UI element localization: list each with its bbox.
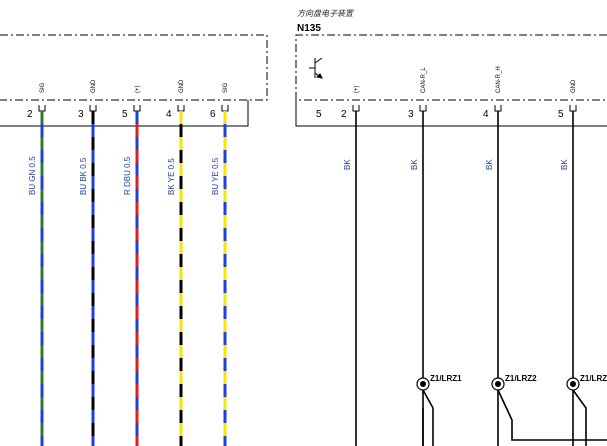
pin-number: 4 [166,109,172,120]
wire-label: BU GN 0.5 [28,156,37,195]
route-line [572,389,587,446]
pin-function-label: SIG [223,82,229,93]
pin-terminal [89,105,97,112]
connector-node [566,377,580,391]
wire-label: BU YE 0.5 [211,157,220,195]
n135-extra-pin: 5 [316,109,322,120]
wire-label: R DBU 0.5 [123,156,132,195]
pin-function-label: SIG [40,82,46,93]
pin-terminal [38,105,46,112]
left-wire-5: (+) 5 R DBU 0.5 [122,85,141,446]
pin-function-label: CAN-R_L [421,67,427,93]
pin-number: 3 [408,109,414,120]
route-line [422,389,434,446]
connector-node [416,377,430,391]
pin-number: 3 [78,109,84,120]
pin-terminal [221,105,229,112]
pin-function-label: CAN-R_H [496,66,502,93]
left-wires: SIG 2 BU GN 0.5 GND 3 BU BK 0.5 (+) 5 R DBU 0.5 G… [27,79,229,446]
left-wire-4: GND 4 BK YE 0.5 [166,79,185,446]
pin-number: 5 [122,109,128,120]
wire-label: BK [343,159,352,170]
wire-label: BU BK 0.5 [79,157,88,195]
wire-label: BK [485,159,494,170]
connector-label: Z1/LRZ2 [505,374,537,383]
connector-routes [422,389,607,446]
pin-function-label: GND [179,79,185,93]
n135-id: N135 [297,23,321,34]
left-wire-6: SIG 6 BU YE 0.5 [210,82,229,446]
right-wire-2: (+) 2 BK [341,85,360,446]
connector-label: Z1/LRZ1 [430,374,462,383]
pin-function-label: GND [91,79,97,93]
connector-node [491,377,505,391]
pin-function-label: (+) [135,85,141,93]
pin-terminal [419,105,427,112]
pin-function-label: (+) [354,85,360,93]
wire-label: BK [560,159,569,170]
left-wire-2: SIG 2 BU GN 0.5 [27,82,46,446]
right-wires: (+) 2 BK CAN-R_L 3 BK Z1/LRZ1 CAN-R_H 4 BK Z1/LRZ2… [341,66,607,446]
right-wire-4: CAN-R_H 4 BK Z1/LRZ2 [483,66,537,446]
connector-label: Z1/LRZ [580,374,607,383]
pin-terminal [494,105,502,112]
pin-number: 2 [27,109,33,120]
pin-function-label: GND [571,79,577,93]
pin-terminal [352,105,360,112]
left-wire-3: GND 3 BU BK 0.5 [78,79,97,446]
pin-terminal [569,105,577,112]
n135-component: 方向盘电子装置 N135 5 [295,9,607,127]
route-line [497,389,607,441]
right-wire-5: GND 5 BK Z1/LRZ [558,79,607,446]
right-wire-3: CAN-R_L 3 BK Z1/LRZ1 [408,67,462,446]
pin-terminal [177,105,185,112]
wire-label: BK YE 0.5 [167,158,176,195]
pin-number: 4 [483,109,489,120]
n135-description: 方向盘电子装置 [297,9,354,18]
left-component [0,34,268,127]
pin-number: 2 [341,109,347,120]
transistor-icon [309,57,323,79]
pin-terminal [133,105,141,112]
pin-number: 6 [210,109,216,120]
pin-number: 5 [558,109,564,120]
wire-label: BK [410,159,419,170]
